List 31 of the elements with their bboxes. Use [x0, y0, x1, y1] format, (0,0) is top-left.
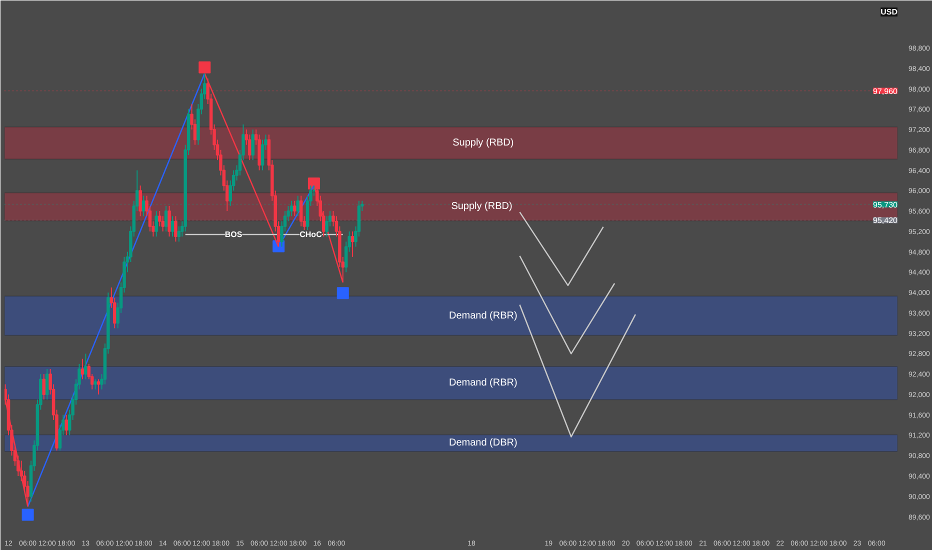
- ref-line-label: 95,420: [873, 216, 898, 226]
- candlestick: [290, 200, 294, 217]
- band-label: Demand (RBR): [448, 310, 518, 322]
- ref-line-label: 97,960: [873, 86, 898, 96]
- candlestick: [168, 205, 171, 238]
- annotation: BOS: [224, 230, 243, 239]
- candlestick: [251, 129, 254, 161]
- band-label: Supply (RBD): [451, 201, 512, 212]
- candlestick: [350, 230, 354, 258]
- y-axis-title: USD: [880, 8, 898, 16]
- candlestick: [42, 374, 46, 400]
- candlestick: [293, 200, 296, 217]
- band-label: Demand (RBR): [448, 378, 518, 389]
- candlestick: [138, 185, 142, 217]
- ref-line-label: 95,730: [873, 200, 898, 210]
- annotation: CHoC: [300, 230, 322, 239]
- candlestick: [94, 378, 97, 390]
- candlestick: [142, 195, 146, 217]
- candlestick: [154, 210, 158, 238]
- candlestick: [170, 216, 174, 238]
- candlestick: [84, 353, 88, 380]
- candlestick: [64, 414, 68, 436]
- candlestick: [96, 378, 100, 395]
- candlestick: [80, 358, 84, 380]
- candlestick: [174, 216, 178, 242]
- candlestick: [164, 205, 168, 232]
- band-label: Demand (DBR): [448, 438, 518, 449]
- band-label: Supply (RBD): [452, 138, 514, 149]
- candlestick: [45, 368, 49, 400]
- candlestick: [296, 195, 300, 217]
- candlestick: [299, 195, 303, 227]
